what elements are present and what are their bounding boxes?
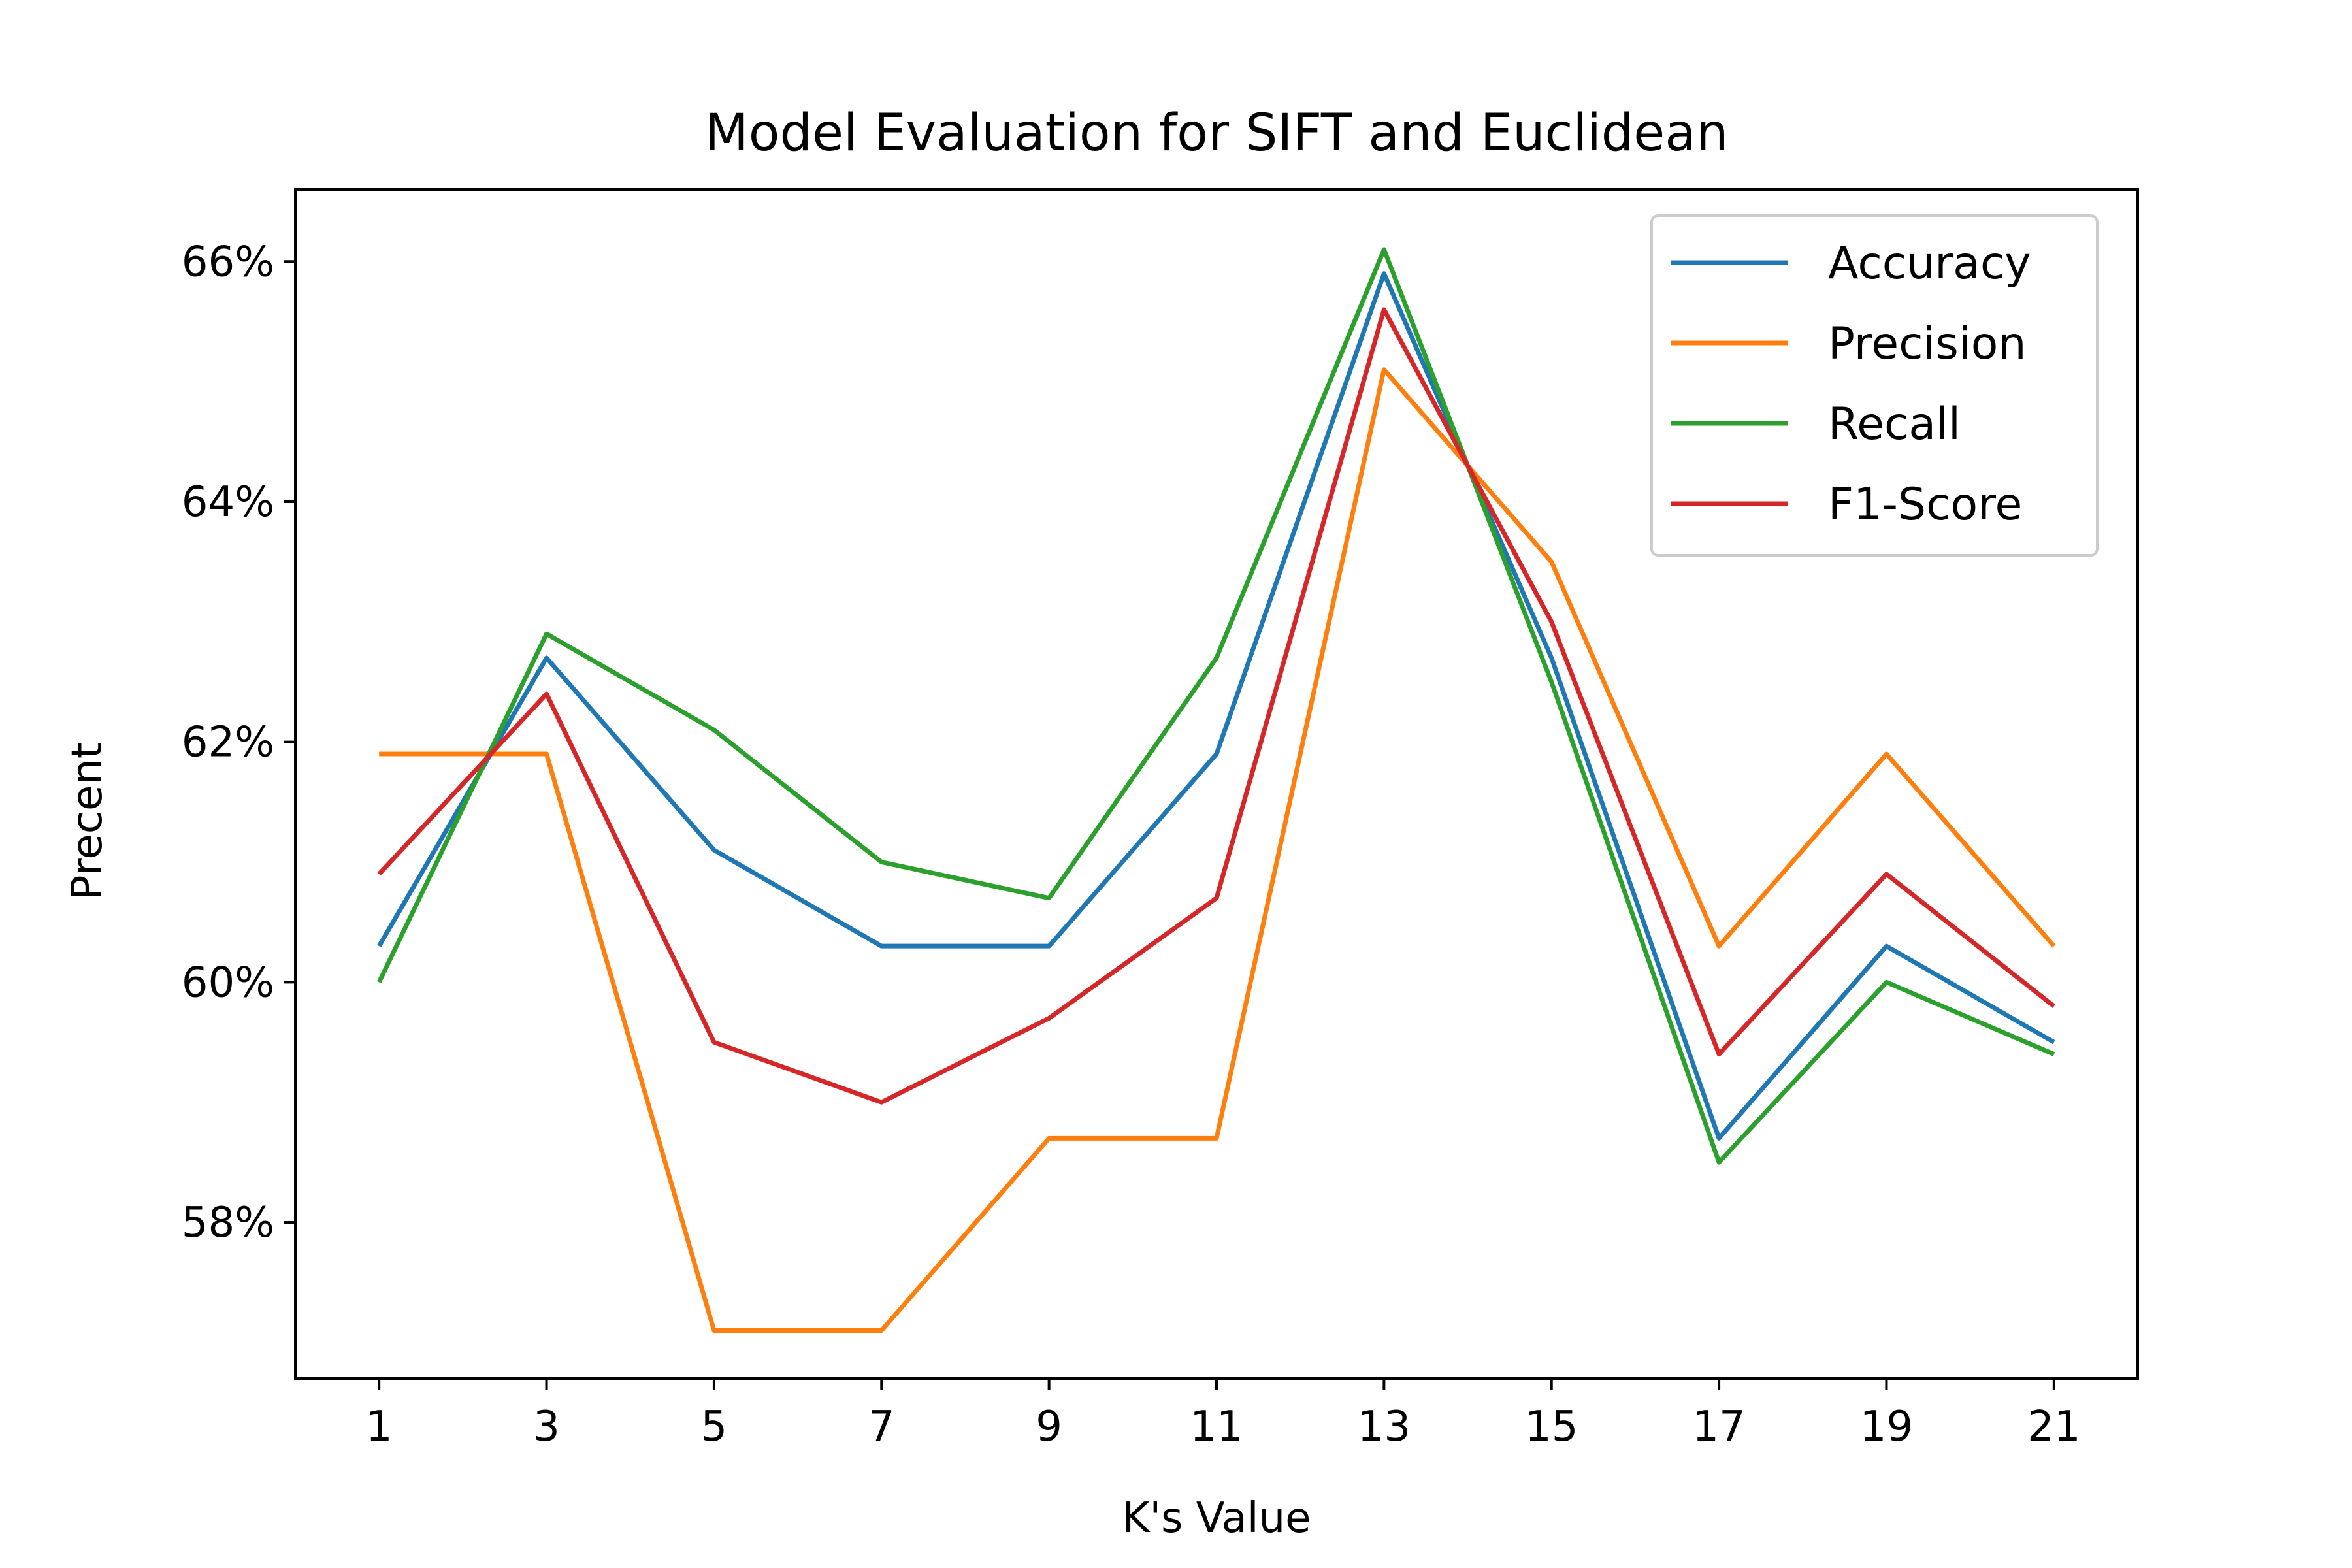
legend-label-recall: Recall [1828, 399, 1961, 450]
legend-label-f1-score: F1-Score [1828, 479, 2022, 531]
legend: Accuracy Precision Recall F1-Score [1650, 214, 2099, 557]
x-tick-label: 9 [1036, 1403, 1062, 1451]
series-line-f1-score [377, 307, 2055, 1105]
x-tick-label: 17 [1692, 1403, 1745, 1451]
y-tick-label: 66% [182, 238, 274, 286]
y-tick-label: 58% [182, 1199, 274, 1247]
y-tick-label: 64% [182, 478, 274, 527]
x-axis-title: K's Value [1122, 1494, 1311, 1543]
x-tick-label: 15 [1525, 1403, 1578, 1451]
legend-label-accuracy: Accuracy [1828, 238, 2031, 289]
x-tick-label: 1 [366, 1403, 393, 1451]
legend-label-precision: Precision [1828, 318, 2026, 370]
series-line-accuracy [377, 271, 2055, 1141]
series-line-recall [377, 247, 2055, 1165]
series-line-precision [379, 367, 2056, 1333]
x-tick-label: 7 [868, 1403, 895, 1451]
y-tick-label: 60% [182, 958, 274, 1007]
legend-frame [1650, 214, 2099, 557]
x-tick-label: 5 [701, 1403, 728, 1451]
y-tick-label: 62% [182, 719, 274, 767]
x-tick-label: 11 [1190, 1403, 1243, 1451]
y-axis: 58% 60% 62% 64% 66% [182, 238, 295, 1247]
x-tick-label: 13 [1358, 1403, 1411, 1451]
x-tick-label: 3 [533, 1403, 560, 1451]
series-layer [377, 247, 2056, 1333]
x-tick-label: 21 [2027, 1403, 2080, 1451]
y-axis-title: Precent [63, 742, 112, 900]
chart-title: Model Evaluation for SIFT and Euclidean [704, 104, 1728, 163]
x-axis: 1 3 5 7 9 11 13 15 17 19 21 [366, 1379, 2081, 1451]
x-tick-label: 19 [1860, 1403, 1913, 1451]
